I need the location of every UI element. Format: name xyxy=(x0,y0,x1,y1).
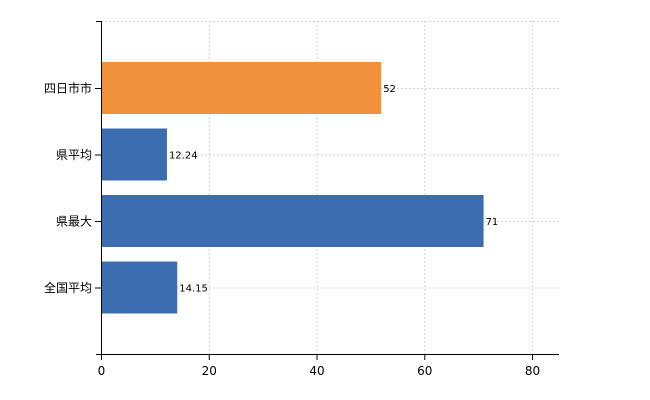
x-tick-label: 60 xyxy=(417,364,432,378)
data-label-4: 14.15 xyxy=(179,284,208,295)
x-tick-label: 80 xyxy=(525,364,540,378)
data-label-1: 52 xyxy=(383,84,396,95)
data-label-2: 12.24 xyxy=(169,151,198,162)
x-tick-label: 40 xyxy=(309,364,324,378)
x-tick-label: 0 xyxy=(98,364,106,378)
y-category-label: 全国平均 xyxy=(44,280,92,295)
axes xyxy=(95,21,559,360)
bar-3 xyxy=(101,195,484,247)
bars xyxy=(101,62,484,314)
data-label-3: 71 xyxy=(486,217,499,228)
y-category-label: 県最大 xyxy=(56,215,92,229)
bar-2 xyxy=(101,128,167,181)
x-tick-label: 20 xyxy=(202,364,217,378)
bar-4 xyxy=(101,261,178,314)
bar-1 xyxy=(101,62,382,114)
y-category-label: 四日市市 xyxy=(44,81,92,96)
y-category-label: 県平均 xyxy=(56,148,92,162)
